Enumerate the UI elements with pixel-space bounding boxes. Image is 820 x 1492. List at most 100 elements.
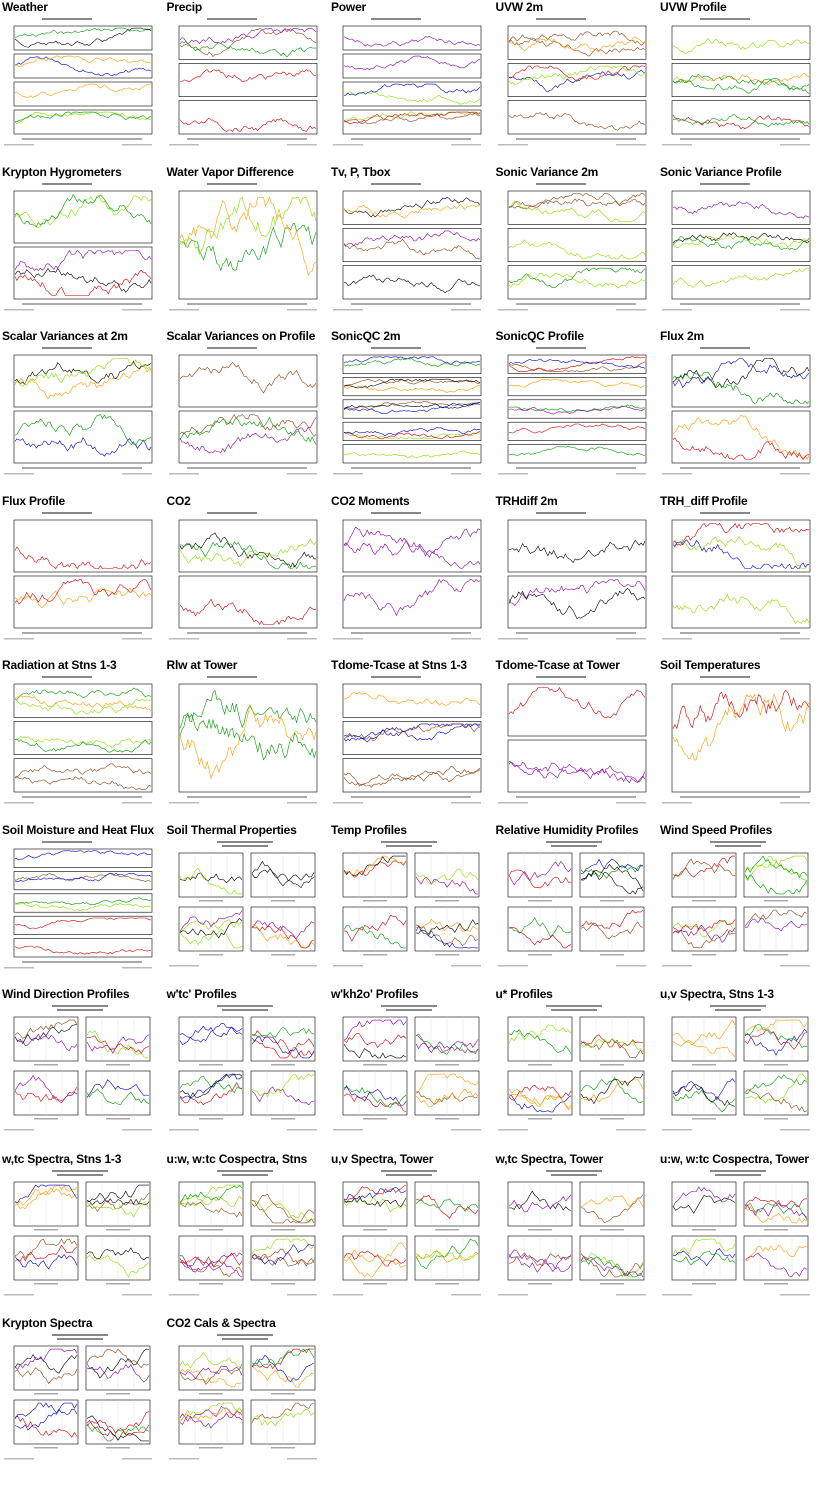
gallery-cell-wind-direction-profiles: Wind Direction Profiles bbox=[0, 987, 162, 1147]
plot-thumbnail-w-kh2o-profiles[interactable] bbox=[331, 1003, 487, 1135]
gallery-title-precip[interactable]: Precip bbox=[166, 0, 203, 14]
gallery-cell-u-profiles: u* Profiles bbox=[494, 987, 656, 1147]
gallery-title-soil-temperatures[interactable]: Soil Temperatures bbox=[660, 658, 761, 672]
gallery-title-u-v-spectra-stns-1-3[interactable]: u,v Spectra, Stns 1-3 bbox=[660, 987, 774, 1001]
plot-thumbnail-co2-moments[interactable] bbox=[331, 509, 487, 642]
gallery-title-sonicqc-profile[interactable]: SonicQC Profile bbox=[495, 329, 585, 343]
plot-thumbnail-rlw-at-tower[interactable] bbox=[166, 674, 323, 806]
gallery-title-u-profiles[interactable]: u* Profiles bbox=[495, 987, 553, 1001]
plot-thumbnail-relative-humidity-profiles[interactable] bbox=[495, 838, 652, 971]
gallery-cell-krypton-hygrometers: Krypton Hygrometers bbox=[0, 165, 162, 325]
gallery-title-temp-profiles[interactable]: Temp Profiles bbox=[331, 822, 407, 837]
gallery-cell-flux-profile: Flux Profile bbox=[0, 494, 162, 654]
gallery-cell-krypton-spectra: Krypton Spectra bbox=[0, 1316, 162, 1476]
plot-thumbnail-u-w-w-tc-cospectra-tower[interactable] bbox=[660, 1167, 816, 1300]
gallery-title-tv-p-tbox[interactable]: Tv, P, Tbox bbox=[331, 164, 391, 179]
gallery-title-w-tc-profiles[interactable]: w'tc' Profiles bbox=[166, 987, 237, 1001]
gallery-title-sonic-variance-2m[interactable]: Sonic Variance 2m bbox=[495, 164, 599, 179]
plot-thumbnail-precip[interactable] bbox=[166, 16, 323, 148]
gallery-title-water-vapor-difference[interactable]: Water Vapor Difference bbox=[166, 164, 294, 179]
plot-thumbnail-sonic-variance-profile[interactable] bbox=[660, 180, 816, 313]
gallery-cell-trhdiff-2m: TRHdiff 2m bbox=[494, 494, 656, 654]
gallery-title-soil-moisture-and-heat-flux[interactable]: Soil Moisture and Heat Flux bbox=[2, 822, 154, 837]
gallery-title-co2-moments[interactable]: CO2 Moments bbox=[331, 493, 410, 508]
plot-thumbnail-co2[interactable] bbox=[166, 509, 323, 642]
gallery-cell-temp-profiles: Temp Profiles bbox=[329, 823, 491, 983]
plot-thumbnail-wind-speed-profiles[interactable] bbox=[660, 838, 816, 971]
plot-thumbnail-sonicqc-profile[interactable] bbox=[495, 345, 652, 477]
gallery-title-co2-cals-spectra[interactable]: CO2 Cals & Spectra bbox=[166, 1316, 276, 1330]
gallery-cell-w-kh2o-profiles: w'kh2o' Profiles bbox=[329, 987, 491, 1147]
gallery-title-u-v-spectra-tower[interactable]: u,v Spectra, Tower bbox=[331, 1151, 434, 1166]
plot-thumbnail-tv-p-tbox[interactable] bbox=[331, 180, 487, 313]
plot-thumbnail-krypton-spectra[interactable] bbox=[2, 1332, 158, 1464]
gallery-title-uvw-2m[interactable]: UVW 2m bbox=[495, 0, 544, 14]
gallery-title-relative-humidity-profiles[interactable]: Relative Humidity Profiles bbox=[495, 822, 639, 837]
plot-thumbnail-soil-temperatures[interactable] bbox=[660, 674, 816, 806]
plot-thumbnail-uvw-profile[interactable] bbox=[660, 16, 816, 148]
gallery-title-soil-thermal-properties[interactable]: Soil Thermal Properties bbox=[166, 822, 297, 837]
plot-thumbnail-tdome-tcase-at-stns-1-3[interactable] bbox=[331, 674, 487, 806]
gallery-title-u-w-w-tc-cospectra-stns[interactable]: u:w, w:tc Cospectra, Stns bbox=[166, 1151, 308, 1166]
plot-thumbnail-wind-direction-profiles[interactable] bbox=[2, 1003, 158, 1135]
plot-thumbnail-trh-diff-profile[interactable] bbox=[660, 509, 816, 642]
plot-thumbnail-u-v-spectra-stns-1-3[interactable] bbox=[660, 1003, 816, 1135]
gallery-title-wind-direction-profiles[interactable]: Wind Direction Profiles bbox=[2, 987, 130, 1001]
gallery-title-co2[interactable]: CO2 bbox=[166, 493, 191, 508]
plot-thumbnail-tdome-tcase-at-tower[interactable] bbox=[495, 674, 652, 806]
gallery-cell-tv-p-tbox: Tv, P, Tbox bbox=[329, 165, 491, 325]
plot-thumbnail-w-tc-spectra-tower[interactable] bbox=[495, 1167, 652, 1300]
plot-thumbnail-water-vapor-difference[interactable] bbox=[166, 180, 323, 313]
gallery-title-flux-profile[interactable]: Flux Profile bbox=[2, 493, 65, 508]
gallery-title-u-w-w-tc-cospectra-tower[interactable]: u:w, w:tc Cospectra, Tower bbox=[660, 1151, 809, 1166]
gallery-title-sonic-variance-profile[interactable]: Sonic Variance Profile bbox=[660, 164, 782, 179]
gallery-title-weather[interactable]: Weather bbox=[2, 0, 48, 14]
plot-thumbnail-soil-thermal-properties[interactable] bbox=[166, 838, 323, 971]
gallery-title-flux-2m[interactable]: Flux 2m bbox=[660, 329, 704, 343]
gallery-title-w-kh2o-profiles[interactable]: w'kh2o' Profiles bbox=[331, 987, 419, 1001]
gallery-title-scalar-variances-on-profile[interactable]: Scalar Variances on Profile bbox=[166, 329, 316, 343]
gallery-cell-water-vapor-difference: Water Vapor Difference bbox=[165, 165, 327, 325]
plot-thumbnail-co2-cals-spectra[interactable] bbox=[166, 1332, 323, 1464]
gallery-title-krypton-hygrometers[interactable]: Krypton Hygrometers bbox=[2, 164, 122, 179]
gallery-title-sonicqc-2m[interactable]: SonicQC 2m bbox=[331, 329, 401, 343]
gallery-cell-u-w-w-tc-cospectra-stns: u:w, w:tc Cospectra, Stns bbox=[165, 1152, 327, 1312]
gallery-title-wind-speed-profiles[interactable]: Wind Speed Profiles bbox=[660, 822, 773, 837]
plot-thumbnail-trhdiff-2m[interactable] bbox=[495, 509, 652, 642]
gallery-cell-u-w-w-tc-cospectra-tower: u:w, w:tc Cospectra, Tower bbox=[658, 1152, 820, 1312]
gallery-title-trh-diff-profile[interactable]: TRH_diff Profile bbox=[660, 493, 748, 508]
plot-thumbnail-scalar-variances-at-2m[interactable] bbox=[2, 345, 158, 477]
plot-thumbnail-w-tc-spectra-stns-1-3[interactable] bbox=[2, 1167, 158, 1300]
plot-thumbnail-krypton-hygrometers[interactable] bbox=[2, 180, 158, 313]
gallery-title-krypton-spectra[interactable]: Krypton Spectra bbox=[2, 1316, 93, 1330]
plot-thumbnail-w-tc-profiles[interactable] bbox=[166, 1003, 323, 1135]
plot-thumbnail-sonic-variance-2m[interactable] bbox=[495, 180, 652, 313]
gallery-title-trhdiff-2m[interactable]: TRHdiff 2m bbox=[495, 493, 558, 508]
gallery-title-radiation-at-stns-1-3[interactable]: Radiation at Stns 1-3 bbox=[2, 658, 117, 672]
plot-thumbnail-u-w-w-tc-cospectra-stns[interactable] bbox=[166, 1167, 323, 1300]
plot-thumbnail-radiation-at-stns-1-3[interactable] bbox=[2, 674, 158, 806]
gallery-title-power[interactable]: Power bbox=[331, 0, 367, 14]
gallery-title-uvw-profile[interactable]: UVW Profile bbox=[660, 0, 727, 14]
gallery-title-w-tc-spectra-stns-1-3[interactable]: w,tc Spectra, Stns 1-3 bbox=[2, 1151, 122, 1166]
gallery-cell-sonicqc-2m: SonicQC 2m bbox=[329, 329, 491, 489]
gallery-title-tdome-tcase-at-tower[interactable]: Tdome-Tcase at Tower bbox=[495, 658, 620, 672]
plot-thumbnail-temp-profiles[interactable] bbox=[331, 838, 487, 971]
gallery-cell-wind-speed-profiles: Wind Speed Profiles bbox=[658, 823, 820, 983]
plot-thumbnail-weather[interactable] bbox=[2, 16, 158, 148]
plot-thumbnail-u-profiles[interactable] bbox=[495, 1003, 652, 1135]
gallery-title-scalar-variances-at-2m[interactable]: Scalar Variances at 2m bbox=[2, 329, 128, 343]
plot-thumbnail-u-v-spectra-tower[interactable] bbox=[331, 1167, 487, 1300]
gallery-cell-scalar-variances-at-2m: Scalar Variances at 2m bbox=[0, 329, 162, 489]
plot-thumbnail-power[interactable] bbox=[331, 16, 487, 148]
plot-thumbnail-sonicqc-2m[interactable] bbox=[331, 345, 487, 477]
gallery-cell-sonicqc-profile: SonicQC Profile bbox=[494, 329, 656, 489]
plot-thumbnail-flux-profile[interactable] bbox=[2, 509, 158, 642]
plot-thumbnail-flux-2m[interactable] bbox=[660, 345, 816, 477]
plot-thumbnail-uvw-2m[interactable] bbox=[495, 16, 652, 148]
gallery-title-tdome-tcase-at-stns-1-3[interactable]: Tdome-Tcase at Stns 1-3 bbox=[331, 658, 467, 672]
plot-thumbnail-scalar-variances-on-profile[interactable] bbox=[166, 345, 323, 477]
gallery-title-rlw-at-tower[interactable]: Rlw at Tower bbox=[166, 658, 238, 672]
plot-thumbnail-soil-moisture-and-heat-flux[interactable] bbox=[2, 838, 158, 971]
gallery-title-w-tc-spectra-tower[interactable]: w,tc Spectra, Tower bbox=[495, 1151, 604, 1166]
